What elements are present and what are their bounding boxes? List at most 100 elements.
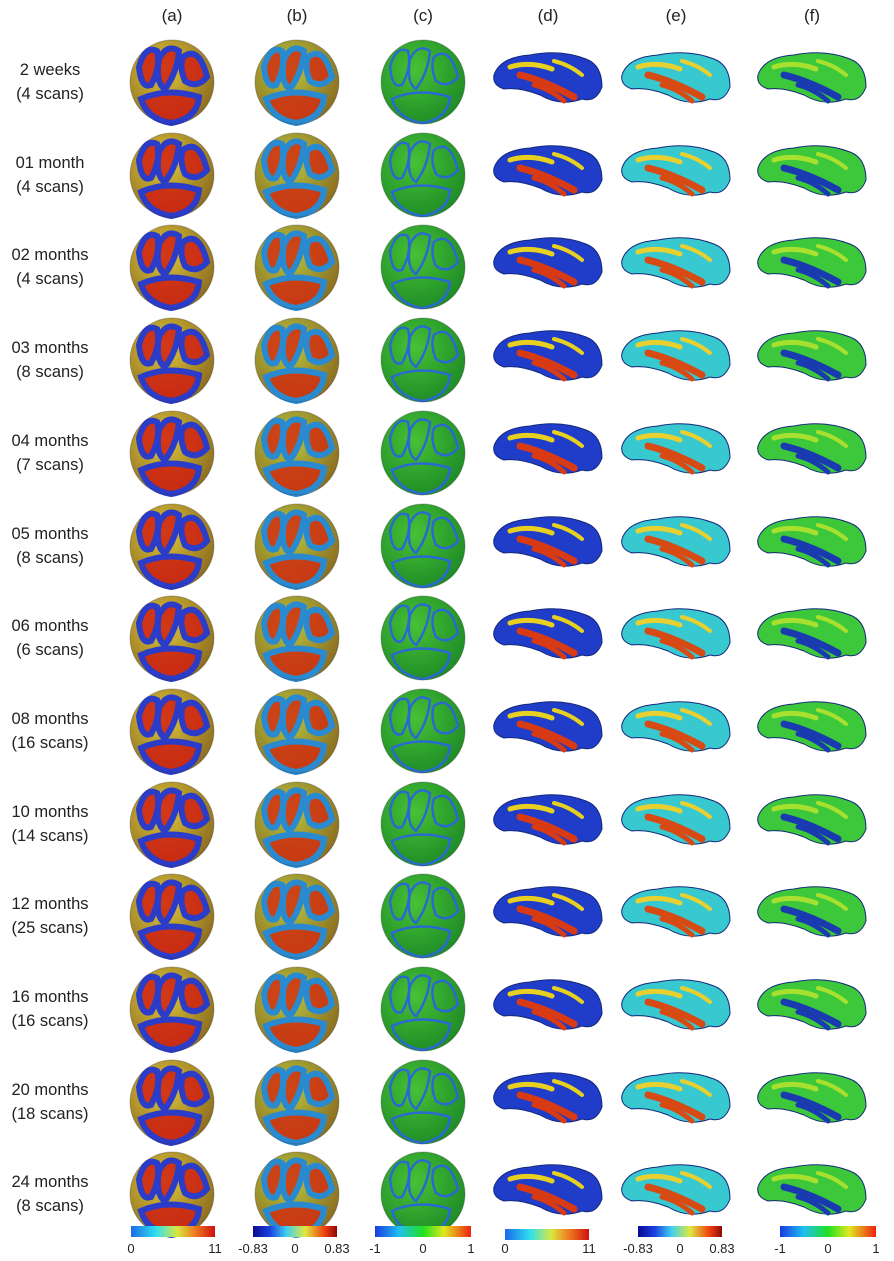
row-label: 06 months (6 scans) [0,614,100,662]
sphere-map [129,1059,215,1146]
scan-count: (4 scans) [16,85,84,103]
scan-count: (14 scans) [11,826,89,845]
sphere-map [254,132,340,219]
brain-surface-map [493,423,603,475]
colorbar-tick: 0 [824,1241,832,1256]
scan-count: (8 scans) [16,548,84,567]
sphere-map [254,1151,340,1239]
row-label: 24 months (8 scans) [0,1170,100,1218]
sphere-map [380,781,466,867]
scan-count: (8 scans) [16,363,84,382]
brain-surface-map [621,979,731,1031]
brain-surface-map [493,330,603,382]
sphere-map [380,132,466,218]
sphere-map [380,224,466,310]
sphere-map [380,873,466,959]
scan-count: (6 scans) [16,641,84,660]
sphere-map [380,317,466,403]
brain-surface-map [757,701,867,753]
brain-surface-map [621,886,731,938]
row-label: 05 months (8 scans) [0,522,100,570]
column-header: (e) [665,6,687,25]
sphere-map [254,595,340,683]
colorbar-tick: -0.83 [623,1241,653,1256]
row-label: 03 months (8 scans) [0,336,100,384]
row-label: 04 months (7 scans) [0,429,100,477]
brain-surface-map [493,515,603,567]
sphere-map [380,1059,466,1145]
row-label: 08 months (16 scans) [0,707,100,755]
age-label: 03 months [11,339,89,358]
sphere-map [129,132,215,219]
brain-surface-map [493,701,603,753]
brain-surface-map [757,1164,867,1216]
brain-surface-map [493,979,603,1031]
brain-surface-map [621,144,731,197]
age-label: 12 months [11,895,89,914]
brain-surface-map [757,330,867,382]
colorbar [253,1226,337,1237]
brain-surface-map [621,515,731,567]
column-header: (b) [286,6,308,25]
row-label: 01 month (4 scans) [0,151,100,199]
brain-surface-map [621,52,731,104]
age-label: 08 months [11,709,89,728]
age-label: 10 months [11,802,89,821]
colorbar-tick: 0 [127,1241,135,1256]
sphere-map [380,595,466,681]
brain-surface-map [757,1071,867,1124]
colorbar [131,1226,215,1237]
sphere-map [129,39,215,127]
sphere-map [129,317,215,405]
brain-surface-map [493,608,603,660]
age-label: 05 months [11,524,89,543]
colorbar-tick: 11 [582,1241,596,1256]
row-label: 10 months (14 scans) [0,800,100,848]
colorbar [638,1226,722,1237]
sphere-map [380,503,466,588]
scan-count: (16 scans) [11,1012,89,1030]
age-label: 20 months [11,1080,89,1099]
scan-count: (4 scans) [16,270,84,289]
sphere-map [129,781,215,868]
brain-surface-map [757,793,867,846]
column-header: (a) [161,6,183,25]
brain-surface-map [493,144,603,197]
brain-surface-map [621,1164,731,1216]
age-label: 16 months [11,988,89,1006]
scan-count: (25 scans) [11,919,89,938]
brain-surface-map [621,608,731,660]
age-label: 2 weeks [19,61,81,79]
sphere-map [380,966,466,1052]
brain-surface-map [621,793,731,846]
colorbar [375,1226,471,1237]
scan-count: (18 scans) [11,1104,89,1123]
brain-surface-map [757,979,867,1031]
brain-surface-map [757,608,867,660]
brain-surface-map [757,515,867,567]
scan-count: (16 scans) [11,733,89,752]
age-label: 02 months [11,246,89,265]
sphere-map [254,410,340,497]
colorbar-tick: 0.83 [324,1241,350,1256]
column-header: (f) [803,6,821,25]
colorbar [505,1229,589,1240]
colorbar-tick: 0.83 [709,1241,735,1256]
row-label: 20 months (18 scans) [0,1078,100,1126]
sphere-map [129,873,215,961]
row-label: 12 months (25 scans) [0,892,100,940]
sphere-map [129,595,215,683]
colorbar-tick: -1 [369,1241,381,1256]
row-label: 2 weeks (4 scans) [0,58,100,106]
sphere-map [254,688,340,775]
scan-count: (8 scans) [16,1197,84,1216]
sphere-map [129,503,215,590]
age-label: 01 month [15,153,85,172]
column-header: (d) [537,6,559,25]
colorbar-tick: 0 [419,1241,427,1256]
sphere-map [254,781,340,868]
brain-surface-map [621,423,731,475]
sphere-map [254,503,340,590]
colorbar-tick: 11 [208,1241,222,1256]
